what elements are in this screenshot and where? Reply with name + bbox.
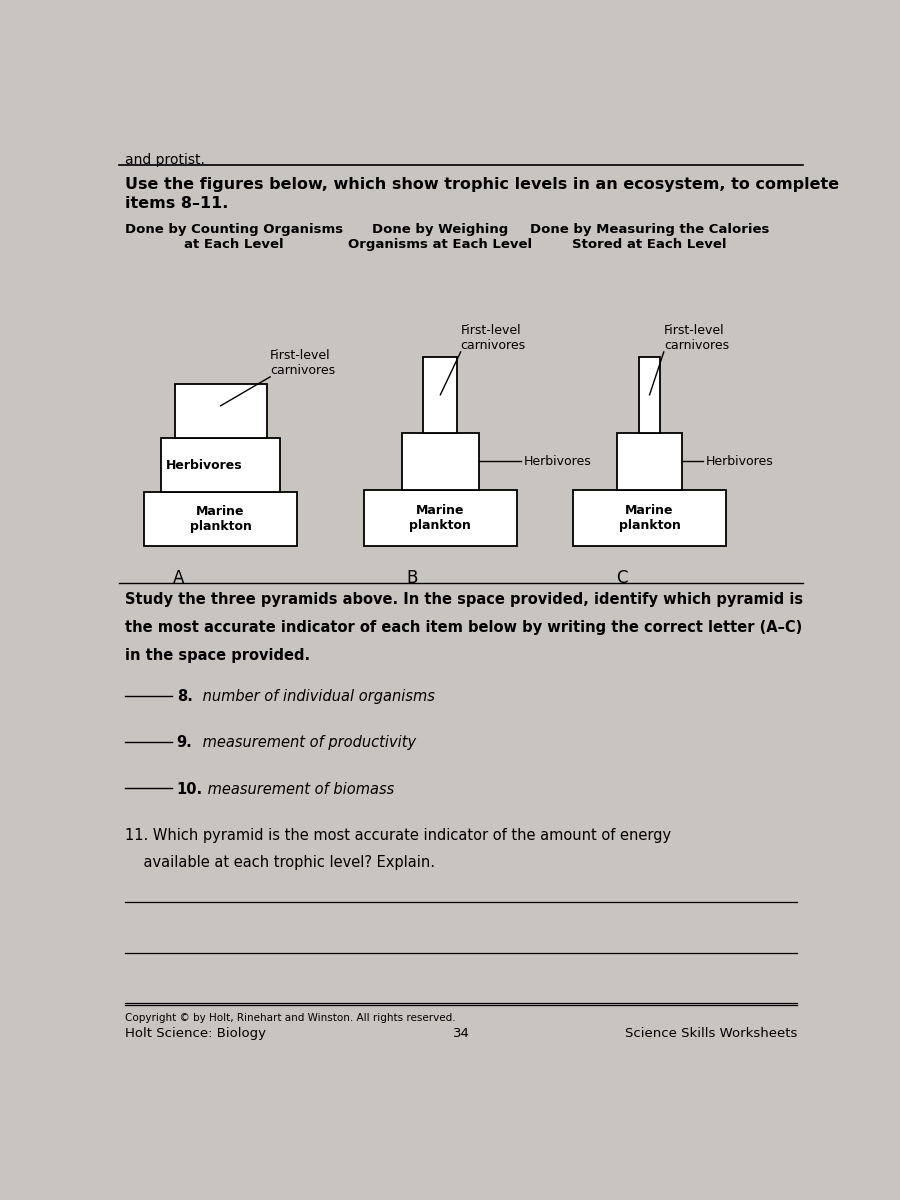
Text: Copyright © by Holt, Rinehart and Winston. All rights reserved.: Copyright © by Holt, Rinehart and Winsto… [125, 1013, 455, 1022]
Text: measurement of biomass: measurement of biomass [203, 781, 394, 797]
Bar [144, 492, 297, 546]
Text: Herbivores: Herbivores [706, 455, 774, 468]
Text: Use the figures below, which show trophic levels in an ecosystem, to complete: Use the figures below, which show trophi… [125, 178, 839, 192]
Bar [573, 490, 726, 546]
Text: First-level
carnivores: First-level carnivores [664, 324, 729, 352]
Text: 10.: 10. [176, 781, 202, 797]
Text: available at each trophic level? Explain.: available at each trophic level? Explain… [125, 856, 435, 870]
Text: number of individual organisms: number of individual organisms [198, 689, 435, 704]
Text: the most accurate indicator of each item below by writing the correct letter (A–: the most accurate indicator of each item… [125, 620, 802, 635]
Text: Science Skills Worksheets: Science Skills Worksheets [626, 1027, 797, 1040]
Text: 34: 34 [453, 1027, 470, 1040]
Bar [161, 438, 281, 492]
Bar [175, 384, 266, 438]
Text: Marine
plankton: Marine plankton [190, 505, 252, 533]
Text: and protist.: and protist. [125, 152, 205, 167]
Text: Marine
plankton: Marine plankton [618, 504, 680, 532]
Text: First-level
carnivores: First-level carnivores [270, 349, 336, 377]
Text: in the space provided.: in the space provided. [125, 648, 310, 662]
Bar [402, 433, 479, 490]
Text: measurement of productivity: measurement of productivity [198, 736, 416, 750]
Text: Marine
plankton: Marine plankton [410, 504, 472, 532]
Text: Holt Science: Biology: Holt Science: Biology [125, 1027, 266, 1040]
Text: Done by Weighing
Organisms at Each Level: Done by Weighing Organisms at Each Level [348, 222, 533, 251]
Text: 11. Which pyramid is the most accurate indicator of the amount of energy: 11. Which pyramid is the most accurate i… [125, 828, 671, 842]
Bar [617, 433, 682, 490]
Text: Done by Counting Organisms
at Each Level: Done by Counting Organisms at Each Level [125, 222, 343, 251]
Text: First-level
carnivores: First-level carnivores [461, 324, 526, 352]
Bar [364, 490, 517, 546]
Text: Herbivores: Herbivores [524, 455, 592, 468]
Text: A: A [173, 569, 184, 587]
Bar [639, 356, 661, 433]
Text: Herbivores: Herbivores [166, 458, 243, 472]
Text: 8.: 8. [176, 689, 193, 704]
Text: 9.: 9. [176, 736, 193, 750]
Bar [423, 356, 457, 433]
Text: C: C [616, 569, 627, 587]
Text: B: B [407, 569, 418, 587]
Text: Done by Measuring the Calories
Stored at Each Level: Done by Measuring the Calories Stored at… [530, 222, 770, 251]
Text: items 8–11.: items 8–11. [125, 196, 229, 211]
Text: Study the three pyramids above. In the space provided, identify which pyramid is: Study the three pyramids above. In the s… [125, 592, 803, 607]
